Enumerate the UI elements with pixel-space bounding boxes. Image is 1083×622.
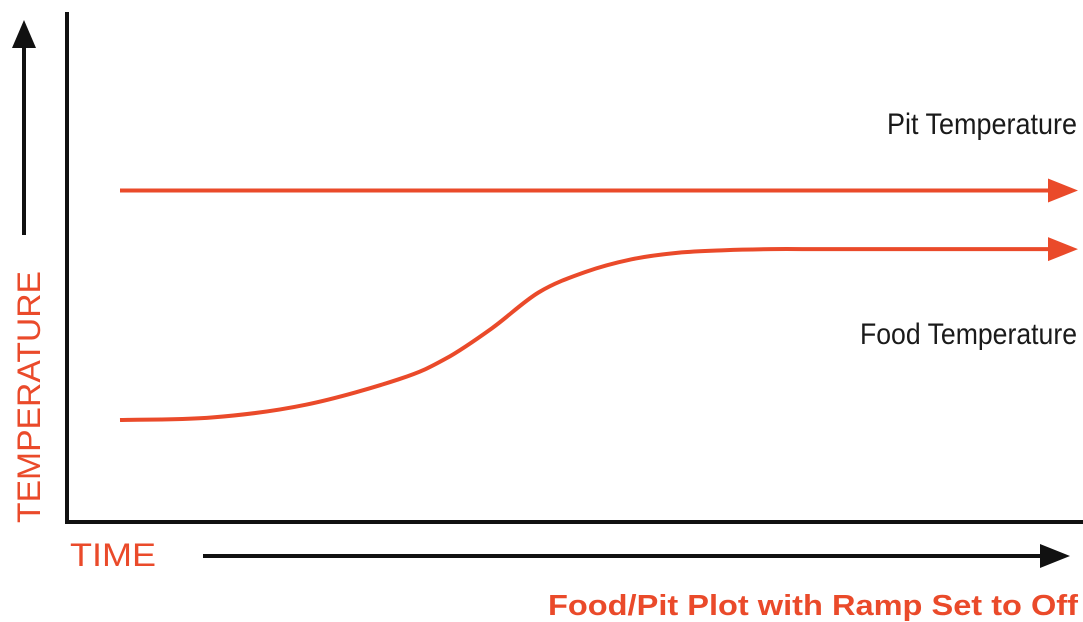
x-axis-title: TIME — [70, 537, 156, 573]
chart-title: Food/Pit Plot with Ramp Set to Off — [548, 590, 1078, 622]
y-axis-title: TEMPERATURE — [11, 271, 47, 523]
food-temperature-label: Food Temperature — [860, 318, 1077, 351]
food-temperature-line — [119, 247, 1050, 422]
pit-temperature-label: Pit Temperature — [887, 108, 1077, 141]
food-temperature-arrowhead — [1048, 237, 1078, 262]
pit-temperature-arrowhead — [1048, 178, 1078, 203]
y-direction-arrow — [12, 20, 36, 235]
x-direction-arrow — [203, 544, 1070, 568]
